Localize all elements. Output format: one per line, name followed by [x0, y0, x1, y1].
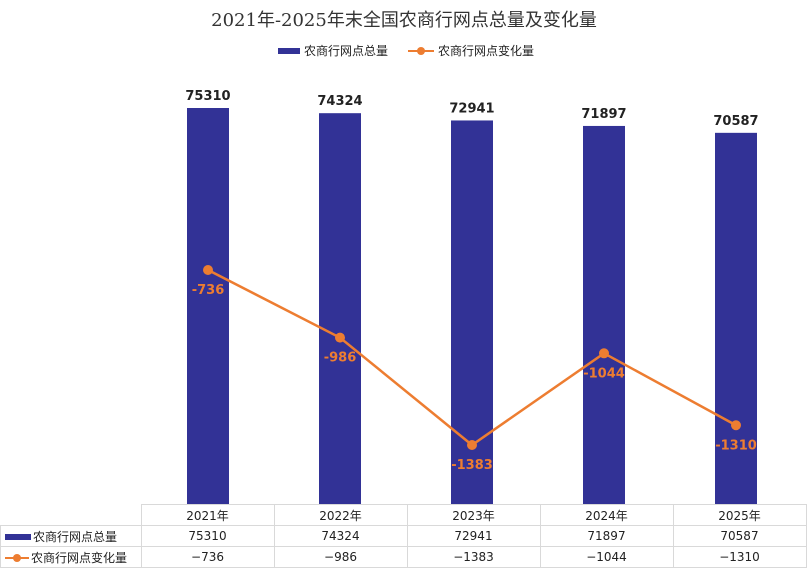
table-cell: 75310 [140, 525, 275, 547]
legend-label-total: 农商行网点总量 [304, 44, 389, 58]
change-value-label: -1044 [583, 366, 625, 381]
change-value-label: -736 [192, 283, 225, 298]
legend-label-change: 农商行网点变化量 [438, 44, 535, 58]
table-header-cell: 2021年 [140, 504, 275, 526]
change-value-label: -986 [324, 351, 357, 366]
bar-mark [715, 132, 757, 505]
table-cell: 72941 [406, 525, 541, 547]
table-cell: 70587 [672, 525, 807, 547]
table-cell: −1310 [672, 546, 807, 568]
table-cell: 71897 [539, 525, 674, 547]
bar-value-label: 75310 [185, 89, 230, 104]
table-bar-swatch [5, 534, 31, 540]
table-header-row: 2021年 2022年 2023年 2024年 2025年 [0, 504, 807, 526]
table-cell: −736 [140, 546, 275, 568]
table-header-cell: 2023年 [406, 504, 541, 526]
bar-mark [583, 125, 625, 504]
table-header-cell: 2022年 [273, 504, 408, 526]
table-row-label: 农商行网点变化量 [31, 550, 128, 565]
table-row-label: 农商行网点总量 [33, 529, 118, 544]
legend-item-change: 农商行网点变化量 [408, 42, 534, 59]
data-table: 2021年 2022年 2023年 2024年 2025年 农商行网点总量 75… [0, 504, 807, 568]
legend-line-swatch [408, 46, 434, 55]
table-corner [0, 504, 142, 526]
bar-value-label: 70587 [713, 114, 758, 129]
chart-title: 2021年-2025年末全国农商行网点总量及变化量 [211, 10, 597, 31]
bar-value-label: 74324 [317, 94, 362, 109]
change-value-label: -1310 [715, 438, 757, 453]
table-row: 农商行网点总量 75310 74324 72941 71897 70587 [0, 525, 807, 547]
change-point [203, 265, 213, 275]
legend-bar-swatch [278, 47, 300, 54]
bar-value-label: 72941 [449, 101, 494, 116]
table-row-header-total: 农商行网点总量 [0, 525, 142, 547]
table-row-header-change: 农商行网点变化量 [0, 546, 142, 568]
change-value-label: -1383 [451, 458, 493, 473]
bar-value-label: 71897 [581, 107, 626, 122]
legend-item-total: 农商行网点总量 [278, 42, 388, 59]
table-cell: −1044 [539, 546, 674, 568]
change-point [335, 332, 345, 343]
change-point [467, 440, 477, 450]
change-point [731, 420, 741, 431]
table-line-swatch [5, 554, 29, 562]
bar-mark [187, 108, 229, 504]
table-cell: −1383 [406, 546, 541, 568]
table-row: 农商行网点变化量 −736 −986 −1383 −1044 −1310 [0, 546, 807, 568]
bar-mark [319, 113, 361, 505]
table-header-cell: 2025年 [672, 504, 807, 526]
table-header-cell: 2024年 [539, 504, 674, 526]
table-cell: −986 [273, 546, 408, 568]
table-cell: 74324 [273, 525, 408, 547]
change-point [599, 348, 609, 359]
